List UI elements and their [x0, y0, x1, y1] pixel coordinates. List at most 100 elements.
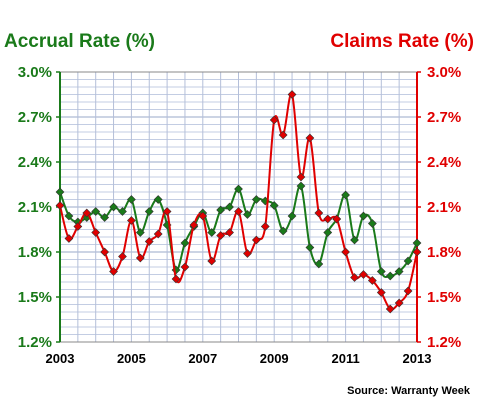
data-point-accrual [91, 207, 101, 216]
data-point-claims [394, 298, 404, 308]
data-point-accrual [278, 226, 288, 236]
left-tick-label: 1.5% [18, 289, 52, 306]
data-point-accrual [412, 238, 422, 248]
data-point-claims [260, 222, 270, 231]
data-point-claims [109, 267, 118, 276]
data-point-accrual [234, 184, 243, 194]
data-point-accrual [144, 207, 154, 216]
data-point-claims [287, 90, 297, 99]
data-point-claims [198, 211, 208, 221]
data-point-accrual [180, 238, 190, 248]
data-point-claims [251, 235, 261, 245]
data-point-claims [82, 208, 92, 218]
data-point-accrual [55, 187, 65, 197]
right-tick-label: 2.4% [427, 154, 461, 171]
data-point-claims [171, 274, 181, 284]
data-point-accrual [216, 205, 226, 215]
left-tick-label: 2.7% [18, 109, 52, 126]
data-point-claims [162, 207, 172, 216]
right-tick-label: 2.7% [427, 109, 461, 126]
data-point-accrual [243, 210, 252, 219]
x-axis-ticks: 2003 2005 2007 2009 2011 2013 [46, 351, 432, 366]
x-tick-label: 2005 [117, 351, 146, 366]
data-point-accrual [314, 259, 324, 269]
data-point-claims [55, 201, 65, 210]
series-layer [55, 90, 422, 314]
right-axis-ticks: 3.0% 2.7% 2.4% 2.1% 1.8% 1.5% 1.2% [417, 64, 461, 351]
data-point-accrual [296, 181, 306, 191]
data-point-claims [323, 214, 333, 224]
data-point-accrual [269, 201, 279, 210]
x-tick-label: 2013 [403, 351, 432, 366]
left-tick-label: 2.4% [18, 154, 52, 171]
data-point-accrual [350, 235, 359, 245]
data-point-claims [367, 276, 377, 285]
data-point-claims [100, 247, 110, 257]
data-point-claims [73, 222, 83, 231]
x-tick-label: 2003 [46, 351, 75, 366]
left-tick-label: 1.8% [18, 244, 52, 261]
data-point-claims [144, 237, 154, 246]
data-point-accrual [394, 267, 404, 276]
data-point-accrual [135, 228, 145, 237]
data-point-claims [269, 115, 279, 125]
x-tick-label: 2007 [188, 351, 217, 366]
data-point-claims [243, 249, 252, 258]
data-point-accrual [127, 195, 136, 204]
right-axis-title: Claims Rate (%) [330, 31, 474, 52]
data-point-accrual [109, 202, 118, 212]
data-point-claims [350, 273, 359, 282]
data-point-accrual [225, 202, 234, 212]
data-point-claims [207, 256, 217, 266]
left-axis-ticks: 3.0% 2.7% 2.4% 2.1% 1.8% 1.5% 1.2% [18, 64, 60, 351]
data-point-claims [189, 220, 199, 230]
data-point-claims [305, 133, 315, 143]
data-point-claims [118, 252, 127, 261]
x-tick-label: 2011 [331, 351, 359, 366]
data-point-claims [153, 229, 163, 239]
data-point-claims [412, 247, 422, 257]
data-point-claims [127, 216, 136, 225]
data-point-accrual [153, 195, 163, 204]
data-point-claims [341, 247, 350, 257]
data-point-accrual [359, 211, 368, 221]
right-tick-label: 1.5% [427, 289, 461, 306]
data-point-claims [376, 288, 386, 297]
data-point-accrual [323, 228, 333, 237]
x-tick-label: 2009 [260, 351, 289, 366]
data-point-claims [216, 231, 226, 240]
data-point-accrual [64, 211, 74, 221]
data-point-accrual [305, 243, 315, 252]
data-point-accrual [207, 228, 217, 237]
data-point-claims [359, 270, 368, 279]
left-tick-label: 1.2% [18, 334, 52, 351]
data-point-claims [135, 253, 145, 263]
data-point-accrual [100, 213, 110, 222]
left-tick-label: 3.0% [18, 64, 52, 81]
data-point-claims [385, 304, 395, 314]
right-tick-label: 2.1% [427, 199, 461, 216]
data-point-claims [225, 228, 234, 237]
data-point-claims [180, 262, 190, 272]
data-point-accrual [385, 271, 395, 281]
data-point-claims [332, 214, 342, 224]
data-point-claims [403, 286, 413, 296]
data-point-claims [314, 208, 324, 218]
source-note: Source: Warranty Week [347, 385, 471, 397]
right-tick-label: 1.2% [427, 334, 461, 351]
data-point-claims [64, 234, 74, 243]
data-point-accrual [403, 256, 413, 266]
data-point-accrual [341, 190, 350, 200]
right-tick-label: 1.8% [427, 244, 461, 261]
data-point-claims [91, 228, 101, 237]
data-point-accrual [118, 207, 127, 216]
data-point-claims [234, 207, 243, 216]
data-point-accrual [251, 195, 261, 204]
right-tick-label: 3.0% [427, 64, 461, 81]
data-point-accrual [367, 219, 377, 228]
data-point-claims [278, 130, 288, 140]
left-tick-label: 2.1% [18, 199, 52, 216]
data-point-claims [296, 172, 306, 182]
left-axis-title: Accrual Rate (%) [4, 31, 155, 52]
